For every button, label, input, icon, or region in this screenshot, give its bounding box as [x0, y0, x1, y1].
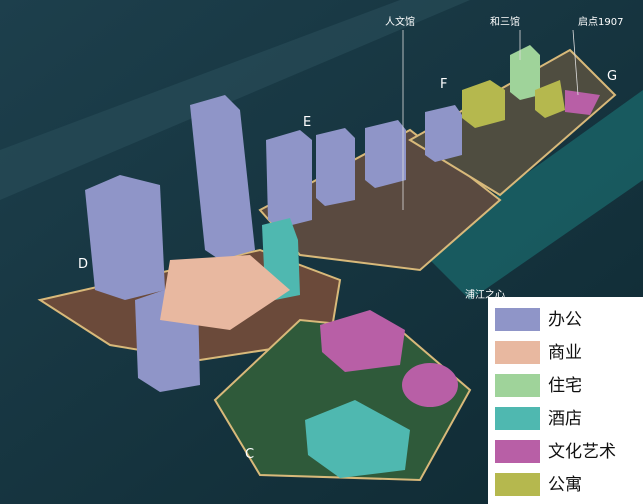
district-label: C: [245, 447, 254, 462]
legend-swatch: [495, 473, 540, 496]
buildings: [85, 45, 600, 478]
legend-box: [488, 297, 643, 504]
district-label: G: [607, 69, 617, 84]
place-label: 和三馆: [490, 15, 520, 28]
legend-swatch: [495, 374, 540, 397]
legend-label: 文化艺术: [548, 442, 616, 462]
district-label: D: [78, 257, 88, 272]
district-label: E: [303, 115, 311, 130]
legend-label: 酒店: [548, 409, 582, 429]
place-label: 启点1907: [578, 15, 623, 28]
legend-label: 住宅: [548, 376, 582, 396]
legend-label: 商业: [548, 343, 582, 363]
legend-label: 办公: [548, 310, 582, 330]
legend-swatch: [495, 308, 540, 331]
district-label: F: [440, 77, 447, 92]
legend-swatch: [495, 341, 540, 364]
river: [420, 90, 643, 300]
place-label: 人文馆: [385, 15, 415, 28]
legend-swatch: [495, 440, 540, 463]
legend-label: 公寓: [548, 475, 582, 495]
leader-line: [572, 29, 579, 96]
legend-swatch: [495, 407, 540, 430]
road: [0, 0, 470, 200]
